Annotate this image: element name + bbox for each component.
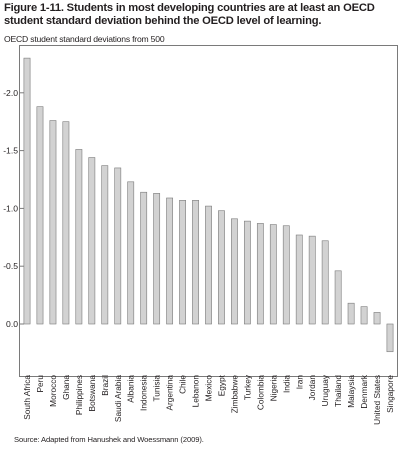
bar-saudi-arabia: [114, 167, 122, 325]
category-label: Uruguay: [320, 374, 330, 406]
category-label: Singapore: [385, 375, 395, 413]
bar-singapore: [386, 323, 394, 353]
category-label: Denmark: [359, 374, 369, 409]
y-tick-label: -1.0: [3, 203, 18, 213]
category-label: India: [281, 375, 291, 393]
y-tick-label: 0.0: [6, 319, 18, 329]
category-label: Tunisia: [152, 375, 162, 402]
category-label: Malaysia: [346, 375, 356, 408]
category-label: Morocco: [48, 375, 58, 407]
category-label: South Africa: [22, 375, 32, 420]
bar-malaysia: [347, 302, 355, 325]
bar-colombia: [256, 223, 264, 325]
y-axis-ticks: 0.0 -0.5 -1.0 -1.5 -2.0: [3, 88, 24, 329]
bars: [23, 57, 394, 353]
bar-tunisia: [153, 193, 161, 325]
bar-jordan: [308, 235, 316, 325]
category-label: Mexico: [204, 375, 214, 402]
category-label: Peru: [35, 375, 45, 393]
category-label: Chile: [178, 375, 188, 394]
category-label: Zimbabwe: [229, 375, 239, 414]
category-label: Colombia: [255, 375, 265, 410]
category-label: Argentina: [165, 375, 175, 411]
bar-nigeria: [269, 224, 277, 325]
category-label: Turkey: [242, 374, 252, 400]
bar-ghana: [62, 121, 70, 325]
bar-egypt: [218, 210, 225, 325]
bar-chile: [179, 200, 186, 325]
bar-lebanon: [192, 200, 199, 325]
category-label: Nigeria: [268, 375, 278, 402]
bar-india: [282, 225, 290, 325]
bar-uruguay: [321, 240, 329, 325]
bar-indonesia: [140, 191, 148, 325]
category-label: Indonesia: [139, 375, 149, 411]
bar-zimbabwe: [231, 218, 238, 325]
category-label: Thailand: [333, 375, 343, 407]
bar-philippines: [75, 149, 83, 325]
category-labels: South Africa Peru Morocco Ghana Philippines B…: [22, 374, 395, 425]
bar-mexico: [205, 205, 212, 325]
category-label: Egypt: [216, 374, 226, 396]
category-label: Botswana: [87, 375, 97, 412]
figure-title: Figure 1-11. Students in most developing…: [4, 2, 375, 27]
bar-turkey: [243, 220, 251, 325]
y-tick-label: -1.5: [3, 146, 18, 156]
category-label: Jordan: [307, 375, 317, 401]
y-axis-label: OECD student standard deviations from 50…: [4, 34, 165, 44]
y-tick-label: -0.5: [3, 261, 18, 271]
category-label: Saudi Arabia: [113, 375, 123, 422]
bar-botswana: [88, 157, 96, 325]
bar-denmark: [360, 306, 368, 325]
bar-peru: [36, 106, 44, 325]
bar-thailand: [334, 270, 342, 325]
category-label: Lebanon: [191, 375, 201, 408]
bar-brazil: [101, 165, 109, 325]
category-label: Ghana: [61, 375, 71, 400]
category-label: United States: [372, 375, 382, 425]
category-label: Brazil: [100, 375, 110, 396]
category-label: Albania: [126, 375, 136, 403]
bar-albania: [127, 181, 135, 325]
bar-united-states: [373, 312, 381, 325]
y-tick-label: -2.0: [3, 88, 18, 98]
bar-south-africa: [23, 57, 31, 325]
plot-frame: [19, 45, 398, 377]
category-label: Philippines: [74, 375, 84, 415]
bar-iran: [295, 234, 303, 325]
category-label: Iran: [294, 375, 304, 390]
source-note: Source: Adapted from Hanushek and Woessm…: [14, 435, 204, 444]
bar-argentina: [166, 197, 174, 325]
bar-morocco: [49, 120, 57, 325]
